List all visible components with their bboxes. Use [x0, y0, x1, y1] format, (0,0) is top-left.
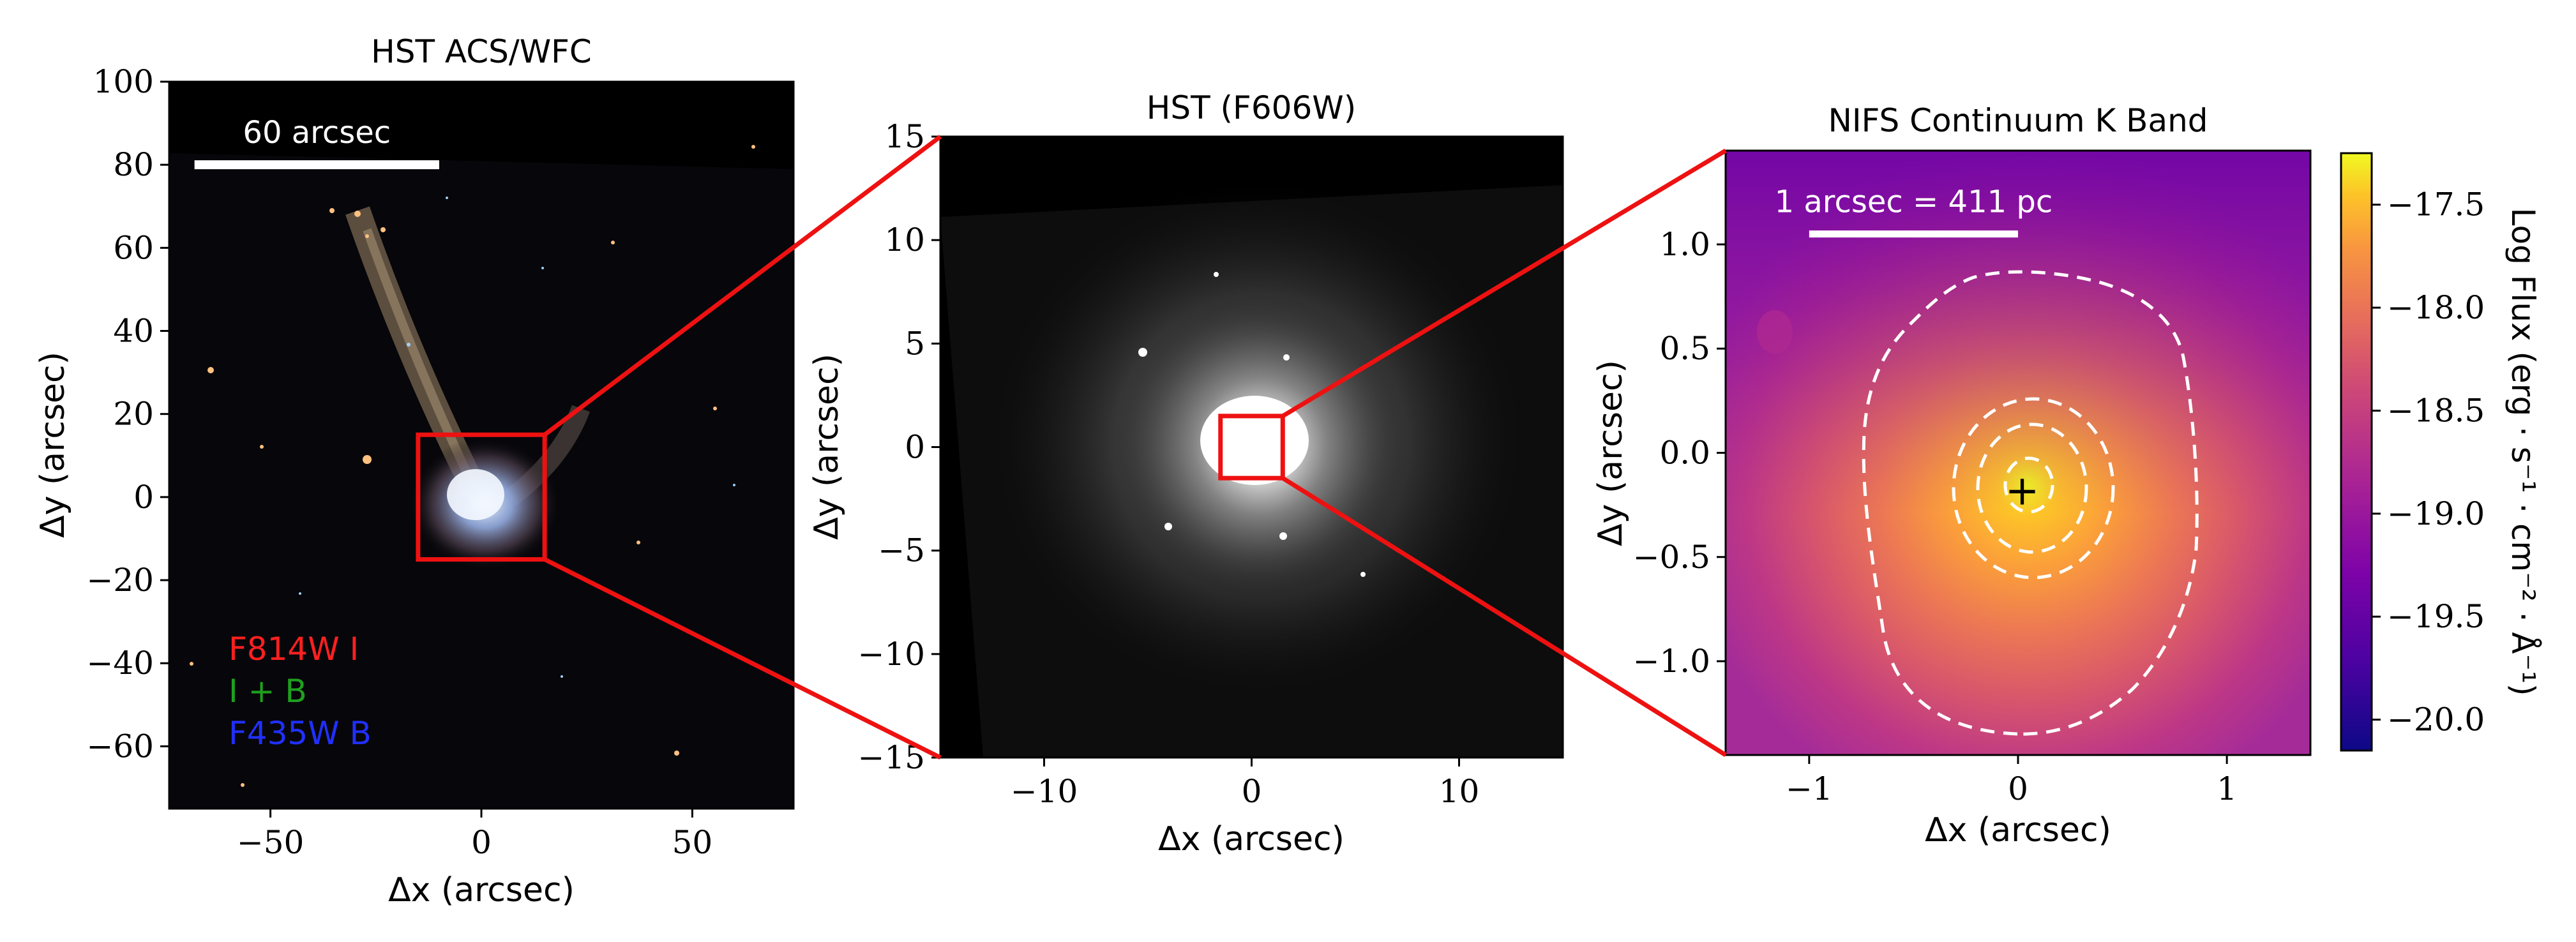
x-tick-label: −50: [237, 824, 305, 861]
y-tick-label: −1.0: [1633, 643, 1710, 680]
panel2-x-axis-label: Δx (arcsec): [1158, 820, 1344, 858]
legend-filter-ib: I + B: [229, 673, 307, 710]
contour-inner: [2003, 456, 2054, 514]
legend-filter-f814w: F814W I: [229, 631, 359, 668]
panel3-x-ticks: −1 0 1: [1786, 755, 2237, 807]
y-tick-label: 0: [905, 429, 925, 466]
y-tick-label: 40: [113, 313, 154, 350]
colorbar-ticks: −17.5 −18.0 −18.5 −19.0 −19.5 −20.0: [2372, 186, 2485, 738]
y-tick-label: 5: [905, 325, 925, 362]
panel2-title: HST (F606W): [1147, 89, 1356, 126]
panel3-peak-marker: +: [2005, 467, 2040, 514]
colorbar-tick-label: −20.0: [2387, 701, 2485, 738]
x-tick-label: 1: [2217, 770, 2237, 807]
panel3-x-axis-label: Δx (arcsec): [1925, 811, 2111, 849]
panel2-galaxy-image: [940, 172, 1563, 758]
x-tick-label: 50: [672, 824, 713, 861]
panel1-zoom-box: [416, 432, 547, 562]
zoom-connector-line: [543, 557, 942, 760]
y-tick-label: 0.0: [1659, 435, 1710, 472]
y-tick-label: 60: [113, 229, 154, 266]
colorbar-tick-label: −19.5: [2387, 598, 2485, 635]
contour-mid-inner: [1976, 422, 2088, 554]
y-tick-label: 0: [133, 479, 154, 516]
y-tick-label: 100: [93, 63, 154, 100]
panel1-x-axis-label: Δx (arcsec): [388, 871, 575, 909]
zoom-connector-line: [1281, 476, 1727, 757]
panel3-y-ticks: 1.0 0.5 0.0 −0.5 −1.0: [1633, 226, 1726, 680]
y-tick-label: −10: [857, 636, 925, 673]
x-tick-label: 0: [2008, 770, 2028, 807]
y-tick-label: 1.0: [1659, 226, 1710, 263]
y-tick-label: 0.5: [1659, 330, 1710, 367]
panel-hst-acs: 60 arcsec F814W I I + B F435W B −50 0 50 1…: [34, 33, 795, 909]
zoom-connector-line: [1281, 148, 1727, 418]
y-tick-label: −60: [86, 728, 154, 765]
panel-nifs-k-band: + 1 arcsec = 411 pc −1 0 1 1.0 0.5 0.0 −0.5 −1…: [1592, 102, 2312, 849]
x-tick-label: −10: [1011, 773, 1078, 810]
colorbar-gradient: [2340, 152, 2373, 752]
x-tick-label: 10: [1439, 773, 1480, 810]
panel3-scalebar-label: 1 arcsec = 411 pc: [1775, 184, 2053, 220]
x-tick-label: −1: [1786, 770, 1833, 807]
y-tick-label: 80: [113, 146, 154, 183]
panel3-title: NIFS Continuum K Band: [1828, 102, 2208, 139]
x-tick-label: 0: [471, 824, 492, 861]
panel1-x-ticks: −50 0 50: [237, 809, 712, 861]
y-tick-label: −20: [86, 562, 154, 599]
colorbar-tick-label: −18.0: [2387, 289, 2485, 326]
zoom-connectors: [543, 135, 1727, 760]
panel1-title: HST ACS/WFC: [371, 33, 592, 70]
panel3-flux-map: [1726, 151, 2310, 755]
colorbar: −17.5 −18.0 −18.5 −19.0 −19.5 −20.0 Log Flux …: [2340, 152, 2542, 752]
panel1-y-ticks: 100 80 60 40 20 0 −20 −40 −60: [86, 63, 169, 765]
y-tick-label: −0.5: [1633, 539, 1710, 576]
panel2-y-axis-label: Δy (arcsec): [808, 354, 846, 540]
panel2-zoom-box: [1218, 414, 1285, 481]
y-tick-label: −40: [86, 645, 154, 682]
panel1-scalebar-label: 60 arcsec: [243, 115, 391, 151]
y-tick-label: 15: [884, 118, 925, 155]
colorbar-tick-label: −17.5: [2387, 186, 2485, 223]
x-tick-label: 0: [1242, 773, 1262, 810]
y-tick-label: 10: [884, 221, 925, 258]
y-tick-label: 20: [113, 396, 154, 433]
panel3-contours: [1862, 270, 2199, 736]
contour-outer: [1862, 270, 2199, 736]
contour-mid-outer: [1952, 397, 2115, 579]
zoom-connector-line: [543, 135, 942, 437]
panel2-x-ticks: −10 0 10: [1011, 758, 1480, 810]
panel3-y-axis-label: Δy (arcsec): [1592, 360, 1630, 546]
panel1-galaxy-image: [169, 145, 794, 809]
y-tick-label: −5: [878, 532, 925, 569]
colorbar-label: Log Flux (erg · s⁻¹ · cm⁻² · Å⁻¹): [2504, 207, 2542, 696]
colorbar-tick-label: −18.5: [2387, 392, 2485, 429]
colorbar-tick-label: −19.0: [2387, 495, 2485, 532]
legend-filter-f435w: F435W B: [229, 715, 372, 752]
panel1-y-axis-label: Δy (arcsec): [34, 352, 72, 538]
